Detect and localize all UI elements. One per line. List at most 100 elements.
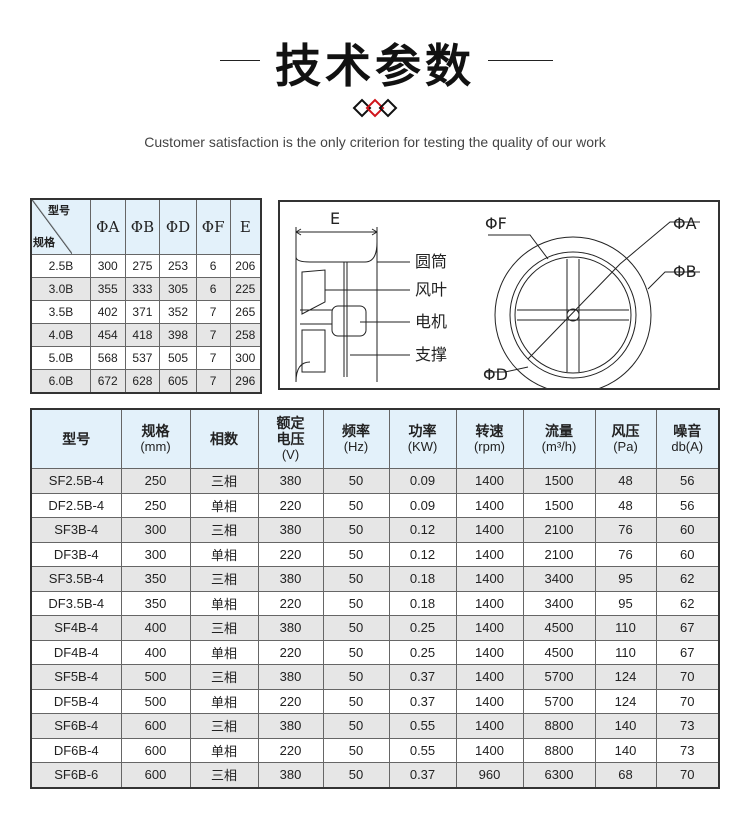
table-cell: SF6B-6 bbox=[30, 762, 122, 788]
table-cell: 50 bbox=[322, 688, 390, 714]
table-cell: 1400 bbox=[455, 492, 524, 518]
column-header: ΦD bbox=[159, 198, 197, 255]
column-header: 规格 (mm) bbox=[120, 408, 191, 469]
table-cell: 60 bbox=[655, 541, 720, 567]
table-cell: SF4B-4 bbox=[30, 615, 122, 641]
table-cell: 62 bbox=[655, 566, 720, 592]
table-cell: 1400 bbox=[455, 737, 524, 763]
column-header: ΦA bbox=[89, 198, 126, 255]
part-label-cylinder: 圆筒 bbox=[415, 252, 447, 271]
table-cell: 0.09 bbox=[388, 468, 457, 494]
table-cell: 50 bbox=[322, 639, 390, 665]
table-cell: 600 bbox=[120, 737, 191, 763]
table-cell: 三相 bbox=[189, 468, 259, 494]
table-cell: 500 bbox=[120, 664, 191, 690]
column-label: 噪音 bbox=[673, 423, 702, 439]
table-cell: 296 bbox=[229, 369, 262, 394]
table-cell: 三相 bbox=[189, 713, 259, 739]
table-cell: 7 bbox=[195, 346, 231, 370]
column-unit: (V) bbox=[281, 447, 300, 462]
table-cell: 70 bbox=[655, 688, 720, 714]
table-row: SF2.5B-4 250 三相 380 50 0.09 1400 1500 48 56 bbox=[30, 468, 720, 494]
dimension-f-label: ΦF bbox=[485, 214, 507, 233]
column-header: 转速 (rpm) bbox=[455, 408, 524, 469]
table-cell: 3.0B bbox=[30, 277, 91, 301]
table-cell: 380 bbox=[257, 566, 324, 592]
table-cell: 4.0B bbox=[30, 323, 91, 347]
table-cell: 960 bbox=[455, 762, 524, 788]
column-header: 流量 (m³/h) bbox=[522, 408, 596, 469]
table-cell: 300 bbox=[89, 254, 126, 278]
table-cell: 5700 bbox=[522, 688, 596, 714]
page-subtitle: Customer satisfaction is the only criter… bbox=[144, 134, 606, 150]
table-row: 5.0B 568 537 505 7 300 bbox=[30, 346, 262, 370]
table-cell: 7 bbox=[195, 369, 231, 394]
table-cell: 253 bbox=[159, 254, 197, 278]
table-cell: 95 bbox=[594, 590, 657, 616]
column-header: 频率 (Hz) bbox=[322, 408, 390, 469]
table-cell: 418 bbox=[124, 323, 161, 347]
table-cell: 7 bbox=[195, 323, 231, 347]
table-cell: 0.55 bbox=[388, 713, 457, 739]
corner-header: 型号 规格 bbox=[30, 198, 91, 255]
column-label: 转速 bbox=[475, 423, 504, 439]
table-cell: 300 bbox=[120, 541, 191, 567]
column-label: 相数 bbox=[210, 431, 238, 447]
page-title: 技术参数 bbox=[275, 39, 475, 93]
table-cell: 672 bbox=[89, 369, 126, 394]
table-cell: 三相 bbox=[189, 566, 259, 592]
table-cell: 三相 bbox=[189, 664, 259, 690]
table-cell: 50 bbox=[322, 541, 390, 567]
column-header: 功率 (KW) bbox=[388, 408, 457, 469]
table-cell: 0.37 bbox=[388, 762, 457, 788]
table-cell: 5700 bbox=[522, 664, 596, 690]
table-cell: 333 bbox=[124, 277, 161, 301]
table-row: 4.0B 454 418 398 7 258 bbox=[30, 323, 262, 347]
table-cell: 352 bbox=[159, 300, 197, 324]
table-cell: 56 bbox=[655, 468, 720, 494]
table-cell: 110 bbox=[594, 615, 657, 641]
column-unit: (KW) bbox=[407, 439, 438, 454]
table-cell: 1400 bbox=[455, 468, 524, 494]
table-cell: 380 bbox=[257, 615, 324, 641]
table-cell: 单相 bbox=[189, 688, 259, 714]
column-label: 额定电压 bbox=[276, 415, 305, 447]
table-cell: 350 bbox=[120, 590, 191, 616]
table-cell: 275 bbox=[124, 254, 161, 278]
table-cell: 0.25 bbox=[388, 615, 457, 641]
table-cell: 500 bbox=[120, 688, 191, 714]
table-cell: SF2.5B-4 bbox=[30, 468, 122, 494]
table-cell: SF3B-4 bbox=[30, 517, 122, 543]
table-cell: 6 bbox=[195, 277, 231, 301]
column-unit: (m³/h) bbox=[541, 439, 577, 454]
column-label: 流量 bbox=[545, 423, 573, 439]
dimension-a-label: ΦA bbox=[673, 214, 697, 233]
table-cell: 6.0B bbox=[30, 369, 91, 394]
table-cell: 300 bbox=[229, 346, 262, 370]
table-cell: DF3B-4 bbox=[30, 541, 122, 567]
table-cell: SF5B-4 bbox=[30, 664, 122, 690]
table-cell: 380 bbox=[257, 517, 324, 543]
table-cell: 380 bbox=[257, 762, 324, 788]
table-cell: 0.18 bbox=[388, 566, 457, 592]
diamond-logo-icon bbox=[352, 98, 398, 118]
table-cell: 1400 bbox=[455, 566, 524, 592]
table-row: 3.5B 402 371 352 7 265 bbox=[30, 300, 262, 324]
table-cell: 7 bbox=[195, 300, 231, 324]
table-cell: 0.25 bbox=[388, 639, 457, 665]
table-cell: 220 bbox=[257, 688, 324, 714]
table-row: SF4B-4 400 三相 380 50 0.25 1400 4500 110 67 bbox=[30, 615, 720, 641]
column-label: 规格 bbox=[141, 423, 170, 439]
table-cell: 73 bbox=[655, 737, 720, 763]
table-cell: 568 bbox=[89, 346, 126, 370]
table-cell: DF5B-4 bbox=[30, 688, 122, 714]
table-cell: 70 bbox=[655, 664, 720, 690]
table-cell: 2.5B bbox=[30, 254, 91, 278]
title-divider-left bbox=[220, 60, 260, 61]
column-label: 频率 bbox=[342, 423, 370, 439]
table-cell: 220 bbox=[257, 541, 324, 567]
table-cell: 400 bbox=[120, 615, 191, 641]
table-cell: 50 bbox=[322, 492, 390, 518]
table-cell: 4500 bbox=[522, 615, 596, 641]
column-unit: (Hz) bbox=[343, 439, 369, 454]
